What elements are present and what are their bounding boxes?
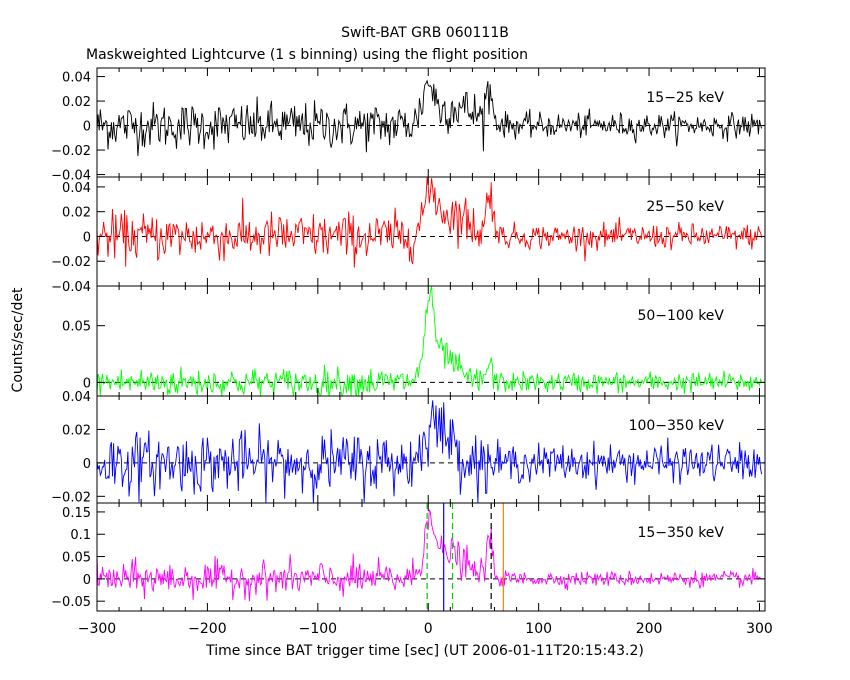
panel-label: 25−50 keV bbox=[646, 199, 724, 215]
y-tick-label: 0.04 bbox=[62, 390, 91, 405]
panel-label: 15−350 keV bbox=[637, 525, 724, 541]
x-tick-label: −100 bbox=[299, 621, 337, 637]
series-line bbox=[96, 285, 763, 398]
y-tick-label: −0.04 bbox=[51, 169, 91, 184]
y-tick-label: 0 bbox=[83, 573, 91, 588]
y-tick-label: 0.05 bbox=[62, 320, 91, 335]
x-tick-label: −200 bbox=[188, 621, 226, 637]
series-line bbox=[96, 400, 763, 504]
y-tick-label: 0 bbox=[83, 230, 91, 245]
y-axis-label: Counts/sec/det bbox=[10, 287, 26, 392]
series-line bbox=[96, 509, 763, 602]
y-tick-label: −0.05 bbox=[51, 595, 91, 610]
panel-label: 15−25 keV bbox=[646, 90, 724, 106]
panel-100-350-kev: 0.04 0.02 0 −0.02 100−350 keV bbox=[51, 390, 766, 505]
series-line bbox=[96, 176, 763, 268]
y-tick-label: −0.02 bbox=[51, 255, 91, 270]
panel-25-50-kev: 0.04 0.02 0 −0.02 −0.04 25−50 keV bbox=[51, 176, 766, 295]
panel-15-25-kev: 0.04 0.02 0 −0.02 −0.04 15−25 keV bbox=[51, 67, 766, 184]
y-tick-label: 0.05 bbox=[62, 551, 91, 566]
y-tick-label: 0.04 bbox=[62, 71, 91, 86]
x-tick-label: 0 bbox=[424, 621, 433, 637]
panel-frame bbox=[96, 395, 766, 504]
panel-50-100-kev: 0.05 0 50−100 keV bbox=[62, 285, 766, 398]
y-tick-label: −0.02 bbox=[51, 144, 91, 159]
y-tick-label: 0.04 bbox=[62, 181, 91, 196]
panels-group: 0.04 0.02 0 −0.02 −0.04 15−25 keV 0.04 0.02 0 −0.… bbox=[51, 67, 773, 637]
series-line bbox=[96, 79, 763, 157]
panel-label: 100−350 keV bbox=[629, 418, 725, 434]
y-tick-label: −0.02 bbox=[51, 490, 91, 505]
y-tick-label: 0.02 bbox=[62, 206, 91, 221]
panel-frame bbox=[96, 176, 766, 287]
y-tick-label: 0 bbox=[83, 376, 91, 391]
y-tick-label: 0.1 bbox=[70, 528, 91, 543]
y-tick-label: 0.15 bbox=[62, 506, 91, 521]
x-tick-label: 100 bbox=[525, 621, 552, 637]
y-tick-label: −0.04 bbox=[51, 280, 91, 295]
panel-15-350-kev: 0.15 0.1 0.05 0 −0.05 15−350 keV bbox=[51, 502, 766, 612]
y-tick-label: 0 bbox=[83, 457, 91, 472]
x-tick-label: −300 bbox=[78, 621, 116, 637]
panel-frame bbox=[96, 285, 766, 397]
y-tick-label: 0.02 bbox=[62, 423, 91, 438]
x-tick-label: 300 bbox=[746, 621, 773, 637]
chart-title: Swift-BAT GRB 060111B bbox=[341, 25, 509, 41]
chart-subtitle: Maskweighted Lightcurve (1 s binning) us… bbox=[86, 47, 528, 63]
y-tick-label: 0 bbox=[83, 120, 91, 135]
panel-label: 50−100 keV bbox=[637, 308, 724, 324]
x-tick-label: 200 bbox=[636, 621, 663, 637]
y-tick-label: 0.02 bbox=[62, 95, 91, 110]
x-axis-label: Time since BAT trigger time [sec] (UT 20… bbox=[205, 643, 644, 659]
